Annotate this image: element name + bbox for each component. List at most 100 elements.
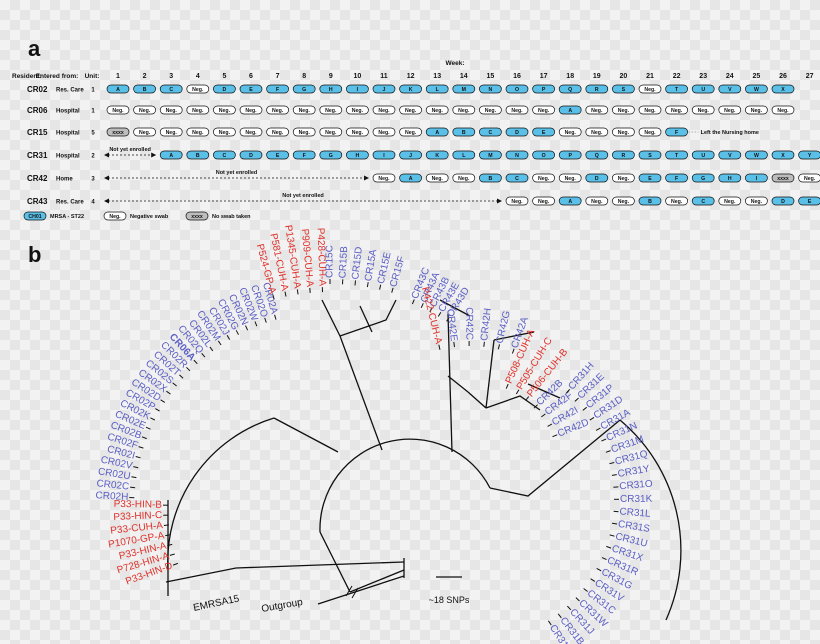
week-number: 4 bbox=[196, 73, 200, 80]
swab-pill bbox=[612, 84, 635, 94]
swab-pill bbox=[319, 127, 343, 137]
legend-neg-label: Negative swab bbox=[130, 214, 169, 220]
swab-pill-label: Neg. bbox=[618, 130, 630, 136]
resident-id: CR06 bbox=[27, 106, 48, 115]
swab-pill bbox=[186, 84, 210, 94]
swab-pill bbox=[612, 105, 635, 115]
swab-pill-label: D bbox=[781, 199, 785, 205]
swab-pill bbox=[691, 196, 715, 206]
swab-pill bbox=[505, 150, 529, 160]
swab-pill bbox=[505, 173, 529, 183]
week-number: 22 bbox=[673, 73, 681, 80]
resident-unit: 5 bbox=[91, 131, 95, 137]
swab-pill-label: E bbox=[648, 176, 652, 182]
swab-pill-label: Neg. bbox=[166, 130, 178, 136]
swab-pill bbox=[372, 84, 396, 94]
tree-tip bbox=[525, 396, 530, 401]
phylogenetic-tree bbox=[165, 299, 682, 621]
swab-pill-label: Neg. bbox=[272, 108, 284, 114]
swab-pill bbox=[133, 105, 156, 115]
resident-entered-from: Home bbox=[56, 177, 73, 183]
swab-pill bbox=[213, 105, 236, 115]
swab-pill-label: Neg. bbox=[378, 108, 390, 114]
tree-leaf-label: CR02U bbox=[97, 466, 131, 482]
swab-pill-label: V bbox=[728, 87, 732, 93]
week-number: 8 bbox=[302, 73, 306, 80]
swab-pill bbox=[213, 150, 236, 160]
swab-pill bbox=[186, 127, 210, 137]
swab-pill-label: A bbox=[169, 153, 173, 159]
swab-pill bbox=[372, 127, 396, 137]
swab-pill bbox=[425, 105, 449, 115]
tree-tip bbox=[167, 543, 173, 547]
legend: CH01 MRSA - ST22 Neg. Negative swab xxxx… bbox=[23, 211, 251, 221]
swab-pill-label: Neg. bbox=[591, 108, 603, 114]
tree-tip bbox=[420, 303, 424, 309]
tree-tip bbox=[235, 330, 239, 335]
week-number: 10 bbox=[354, 73, 362, 80]
swab-pill bbox=[665, 84, 688, 94]
tree-leaf-label: CR02H bbox=[95, 490, 128, 503]
swab-pill bbox=[425, 150, 449, 160]
tree-tip bbox=[201, 352, 206, 358]
swab-pill-label: U bbox=[701, 153, 705, 159]
swab-pill bbox=[691, 173, 715, 183]
arrow-right-icon bbox=[151, 152, 157, 158]
swab-pill bbox=[479, 127, 502, 137]
swab-pill-label: Neg. bbox=[538, 199, 550, 205]
tree-leaf-label: P33-HIN-C bbox=[113, 510, 162, 523]
swab-pill bbox=[558, 84, 582, 94]
swab-pill bbox=[638, 196, 662, 206]
tree-tip bbox=[605, 450, 611, 453]
swab-pill bbox=[691, 150, 715, 160]
swab-pill-label: K bbox=[435, 153, 439, 159]
tree-leaf-label: CR15C bbox=[325, 245, 336, 278]
tree-tip bbox=[138, 446, 144, 449]
swab-pill bbox=[665, 127, 688, 137]
tree-tip bbox=[217, 340, 222, 346]
tree-tip bbox=[163, 524, 169, 526]
resident-entered-from: Hospital bbox=[56, 131, 80, 137]
swab-pill-label: C bbox=[489, 130, 493, 136]
swab-pill bbox=[505, 84, 529, 94]
week-number: 7 bbox=[276, 73, 280, 80]
swab-pill bbox=[399, 105, 422, 115]
tree-tip bbox=[169, 553, 175, 556]
tree-tip bbox=[590, 578, 596, 582]
swab-pill bbox=[745, 196, 768, 206]
tree-cr15-inner bbox=[359, 305, 373, 333]
week-number: 23 bbox=[699, 73, 707, 80]
swab-pill-label: I bbox=[756, 176, 758, 182]
resident-unit: 3 bbox=[91, 177, 95, 183]
resident-id: CR43 bbox=[27, 197, 48, 206]
tree-tip bbox=[130, 486, 136, 489]
resident-id: CR15 bbox=[27, 128, 48, 137]
tree-tip bbox=[166, 390, 171, 395]
swab-pill bbox=[319, 150, 343, 160]
swab-pill bbox=[691, 105, 715, 115]
swab-pill-label: W bbox=[754, 153, 759, 159]
tree-leaf-label: CR42C bbox=[463, 307, 474, 340]
swab-pill-label: F bbox=[276, 87, 279, 93]
swab-pill-label: C bbox=[223, 153, 227, 159]
swab-pill-label: R bbox=[622, 153, 626, 159]
swab-pill bbox=[425, 127, 449, 137]
week-number: 20 bbox=[620, 73, 628, 80]
swab-pill bbox=[425, 173, 449, 183]
swab-pill-label: Neg. bbox=[724, 199, 736, 205]
swab-pill bbox=[479, 150, 502, 160]
week-number: 16 bbox=[513, 73, 521, 80]
swab-pill-label: W bbox=[754, 87, 759, 93]
resident-row-cr43: CR43 Res. Care 4 Not yet enrolled Neg. Neg. A N… bbox=[27, 193, 820, 206]
swab-pill-label: T bbox=[675, 87, 679, 93]
resident-entered-from: Res. Care bbox=[56, 200, 84, 206]
swab-pill bbox=[319, 105, 343, 115]
swab-pill-label: B bbox=[143, 87, 147, 93]
tree-tip bbox=[135, 456, 141, 459]
swab-pill-label: K bbox=[409, 87, 413, 93]
resident-unit: 1 bbox=[91, 109, 95, 115]
tree-tip bbox=[133, 466, 139, 469]
swab-pill bbox=[452, 84, 476, 94]
tree-tip bbox=[284, 291, 287, 297]
tree-tip bbox=[446, 316, 450, 322]
